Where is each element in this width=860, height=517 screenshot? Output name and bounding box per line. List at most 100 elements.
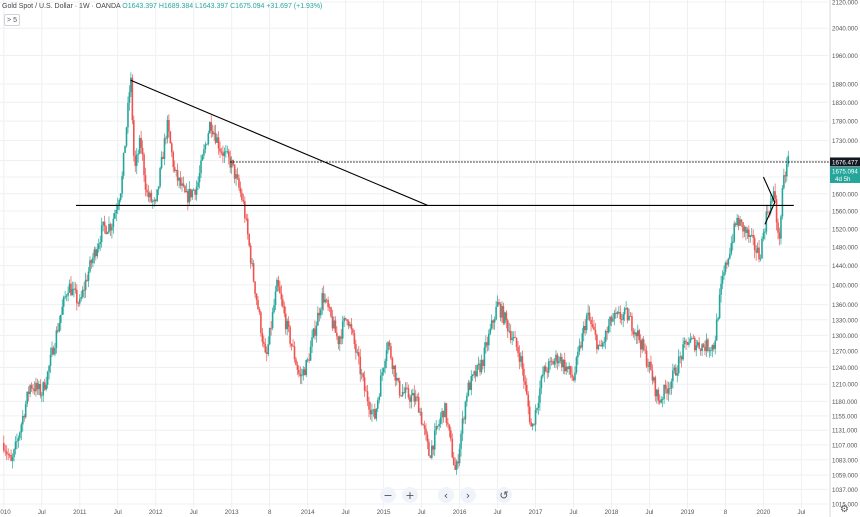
- price-tick-label: 1037.000: [832, 487, 858, 494]
- candle-body: [232, 159, 234, 165]
- candle-body: [146, 189, 148, 193]
- collapse-button[interactable]: > 5: [4, 14, 20, 26]
- candle-body: [149, 192, 151, 198]
- candle-body: [80, 296, 83, 299]
- scroll-left-button[interactable]: ‹: [438, 487, 454, 503]
- candle-body: [207, 133, 210, 144]
- price-axis[interactable]: 2120.000 2040.000 1960.000 1880.000 1830.000…: [829, 0, 860, 517]
- interval-label[interactable]: 1W: [79, 3, 90, 10]
- time-tick-label: Jul: [342, 509, 350, 516]
- candle-body: [360, 373, 363, 375]
- candle-body: [198, 173, 201, 183]
- candle-body: [563, 359, 566, 372]
- scroll-right-button[interactable]: ›: [460, 487, 476, 503]
- candle-body: [445, 403, 448, 424]
- candle-body: [718, 294, 721, 319]
- candle-body: [775, 199, 778, 223]
- candle-body: [720, 283, 722, 295]
- candle-body: [473, 371, 475, 375]
- zoom-in-button[interactable]: +: [402, 487, 418, 503]
- candle-body: [759, 258, 762, 260]
- candle-body: [324, 299, 326, 303]
- candle-body: [413, 393, 416, 402]
- candle-body: [140, 138, 142, 148]
- candle-body: [290, 343, 293, 346]
- drawings[interactable]: [75, 79, 830, 225]
- symbol-title[interactable]: Gold Spot / U.S. Dollar: [2, 3, 73, 10]
- candle-body: [683, 340, 686, 345]
- candle-body: [195, 186, 198, 195]
- candle-body: [502, 306, 505, 324]
- price-tick-label: 1330.000: [832, 317, 858, 324]
- candle-body: [780, 216, 782, 239]
- candle-body: [296, 364, 299, 370]
- candle-body: [546, 371, 549, 373]
- candle-body: [689, 338, 692, 343]
- zoom-out-button[interactable]: −: [380, 487, 396, 503]
- candle-body: [477, 363, 480, 365]
- candle-body: [615, 312, 617, 314]
- candle-body: [686, 341, 689, 345]
- candle-body: [321, 293, 324, 310]
- price-tick-label: 2120.000: [832, 0, 858, 7]
- candle-body: [206, 143, 208, 145]
- candle-body: [159, 168, 161, 187]
- candle-body: [672, 370, 674, 382]
- candle-body: [165, 138, 167, 140]
- candle-body: [23, 416, 26, 418]
- candle-body: [436, 426, 439, 427]
- price-tick-label: 1240.000: [832, 365, 858, 372]
- candle-body: [726, 262, 728, 265]
- candle-body: [295, 359, 297, 365]
- candle-body: [84, 279, 87, 291]
- gear-icon[interactable]: ⚙: [840, 504, 849, 515]
- candle-body: [499, 303, 502, 318]
- candle-body: [327, 300, 329, 308]
- candle-body: [7, 453, 9, 455]
- candle-body: [647, 366, 649, 368]
- candle-body: [622, 314, 624, 320]
- candle-body: [493, 319, 496, 323]
- candle-body: [4, 450, 7, 452]
- candle-body: [379, 375, 382, 397]
- candle-body: [496, 302, 499, 307]
- candle-body: [444, 403, 446, 418]
- time-tick-label: 2010: [0, 509, 11, 516]
- candle-body: [696, 342, 699, 346]
- candle-body: [134, 155, 137, 166]
- candle-body: [200, 160, 202, 174]
- candle-body: [743, 227, 746, 232]
- candle-body: [527, 394, 530, 407]
- time-tick-label: Jul: [494, 509, 502, 516]
- candle-body: [540, 376, 543, 389]
- candle-body: [504, 312, 506, 324]
- candle-body: [746, 229, 749, 233]
- candle-body: [268, 327, 271, 345]
- candle-body: [286, 320, 288, 330]
- candle-body: [35, 382, 37, 392]
- candle-body: [530, 422, 532, 427]
- candle-body: [331, 316, 334, 329]
- candle-body: [24, 404, 27, 418]
- candle-body: [188, 188, 191, 203]
- time-axis[interactable]: 2010 Jul 2011 Jul 2012 Jul 2013 8 2014 Jul 2015 Jul…: [0, 509, 805, 516]
- candle-body: [90, 260, 93, 264]
- candle-body: [723, 272, 725, 276]
- candle-body: [59, 314, 62, 323]
- candle-body: [397, 378, 400, 381]
- candle-body: [553, 360, 556, 365]
- candle-body: [128, 92, 131, 103]
- reset-chart-button[interactable]: ↺: [496, 487, 512, 503]
- candle-body: [612, 318, 614, 322]
- candle-body: [717, 318, 719, 320]
- candle-body: [130, 77, 132, 93]
- candle-body: [451, 438, 454, 458]
- candle-body: [175, 169, 177, 171]
- candle-body: [64, 296, 66, 298]
- candle-body: [62, 297, 65, 307]
- candle-body: [549, 360, 551, 362]
- candle-body: [138, 138, 141, 154]
- candle-body: [236, 174, 239, 179]
- candle-body: [74, 288, 77, 291]
